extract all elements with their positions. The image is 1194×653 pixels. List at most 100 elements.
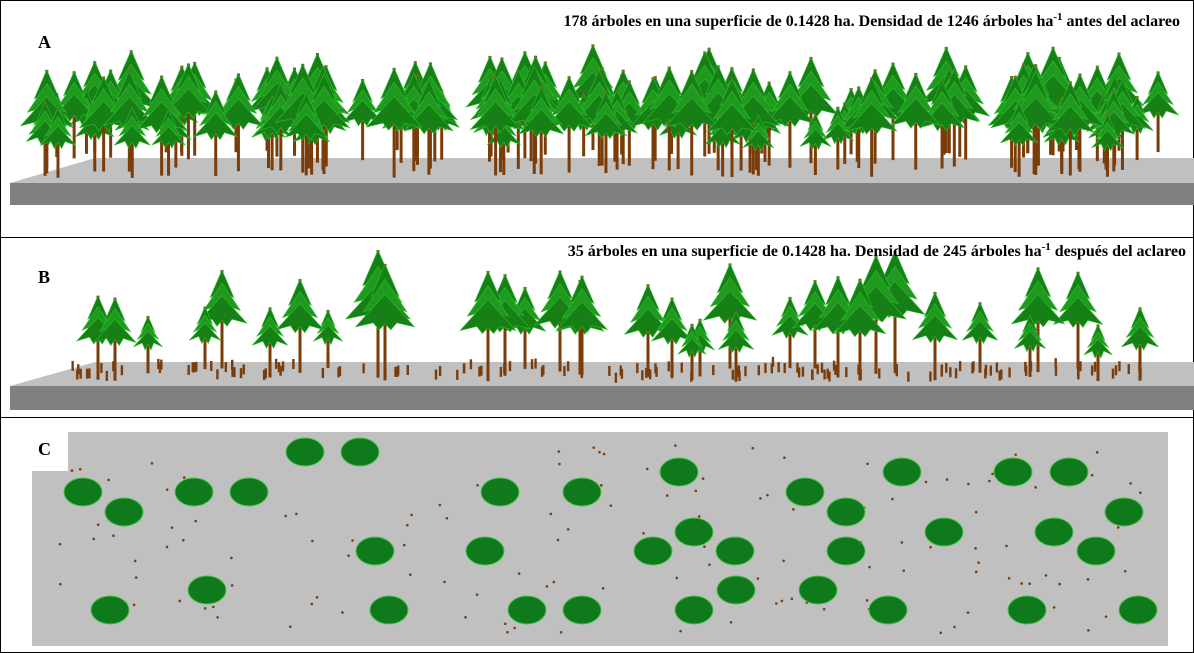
crown-top <box>798 575 838 605</box>
crown-top <box>633 536 673 566</box>
tree <box>1000 102 1039 177</box>
stump <box>645 367 648 378</box>
caption-sup: -1 <box>1042 241 1051 253</box>
crown <box>284 113 329 141</box>
tree <box>133 315 163 374</box>
stump <box>949 367 952 378</box>
tree <box>799 112 832 176</box>
crown <box>1014 330 1046 353</box>
tree <box>1045 80 1096 176</box>
stump-dot <box>194 519 198 523</box>
stump-dot <box>929 545 932 549</box>
crown-top <box>674 517 714 547</box>
stump <box>262 370 266 381</box>
stump <box>1024 365 1028 376</box>
crown-top <box>369 595 409 625</box>
stump-dot <box>598 450 601 454</box>
stump <box>1093 361 1097 372</box>
stump-dot <box>165 545 169 549</box>
stump-dot <box>891 497 894 501</box>
stump-dot <box>557 450 561 453</box>
crown <box>718 329 754 354</box>
stump <box>338 366 342 377</box>
tree <box>1010 266 1066 373</box>
stump-dot <box>559 630 563 634</box>
stump-dot <box>150 462 154 465</box>
stump <box>88 368 91 379</box>
stump-dot <box>107 478 110 482</box>
stump-dot <box>438 503 442 507</box>
crown-top <box>882 457 922 487</box>
stump-dot <box>645 467 649 471</box>
stump-dot <box>230 584 234 587</box>
crown-top <box>993 457 1033 487</box>
stump <box>100 363 103 374</box>
crown <box>1045 105 1096 136</box>
stump-dot <box>600 484 603 487</box>
stump <box>929 371 932 382</box>
trunk <box>690 323 694 380</box>
stump-dot <box>475 593 479 596</box>
stump-dot <box>1020 582 1023 585</box>
crown <box>1091 129 1124 152</box>
stump-dot <box>974 570 978 574</box>
crown-top <box>465 536 505 566</box>
crown <box>354 293 416 331</box>
crown <box>252 325 288 349</box>
stump-dot <box>341 611 344 614</box>
crown-top <box>674 595 714 625</box>
tree <box>833 278 887 381</box>
stump-dot <box>1090 473 1094 477</box>
stump-dot <box>945 478 949 481</box>
crown <box>742 130 775 152</box>
crown <box>75 114 115 141</box>
stump <box>757 365 760 376</box>
tree <box>51 70 98 159</box>
stump <box>239 368 243 379</box>
tree <box>403 78 454 175</box>
stump-dot <box>517 572 521 575</box>
stump <box>456 369 459 380</box>
stump <box>770 363 773 374</box>
stump-dot <box>790 597 794 601</box>
stump <box>224 362 228 373</box>
crown <box>151 126 186 149</box>
stump <box>832 360 836 371</box>
stump <box>187 364 190 375</box>
stump <box>744 366 747 377</box>
stump <box>826 368 829 379</box>
stump-dot <box>782 559 785 563</box>
stump <box>397 365 400 376</box>
stump <box>462 363 466 374</box>
tree <box>517 85 565 175</box>
stump <box>158 363 162 374</box>
stump-dot <box>288 625 292 629</box>
stump <box>478 366 481 377</box>
stump <box>619 365 622 376</box>
crown <box>555 301 609 333</box>
crown <box>771 315 809 339</box>
stump <box>655 366 658 377</box>
stump-dot <box>924 480 928 484</box>
stump-dot <box>1129 482 1132 485</box>
stump <box>563 366 566 377</box>
stump <box>608 365 611 376</box>
stump <box>160 359 163 370</box>
crown-top <box>340 437 380 467</box>
crown <box>702 290 758 324</box>
stump <box>667 361 670 372</box>
tree <box>469 74 522 176</box>
stump-dot <box>212 605 215 609</box>
stump <box>614 372 618 383</box>
stump <box>210 360 213 371</box>
stump <box>1079 361 1082 372</box>
tree <box>275 278 325 373</box>
stump-dot <box>230 556 233 560</box>
stump-dot <box>503 622 507 626</box>
tree <box>313 309 343 369</box>
crown-top <box>562 595 602 625</box>
tree <box>284 91 329 176</box>
stump <box>264 368 268 379</box>
crown <box>313 324 343 346</box>
stump <box>1111 368 1115 379</box>
